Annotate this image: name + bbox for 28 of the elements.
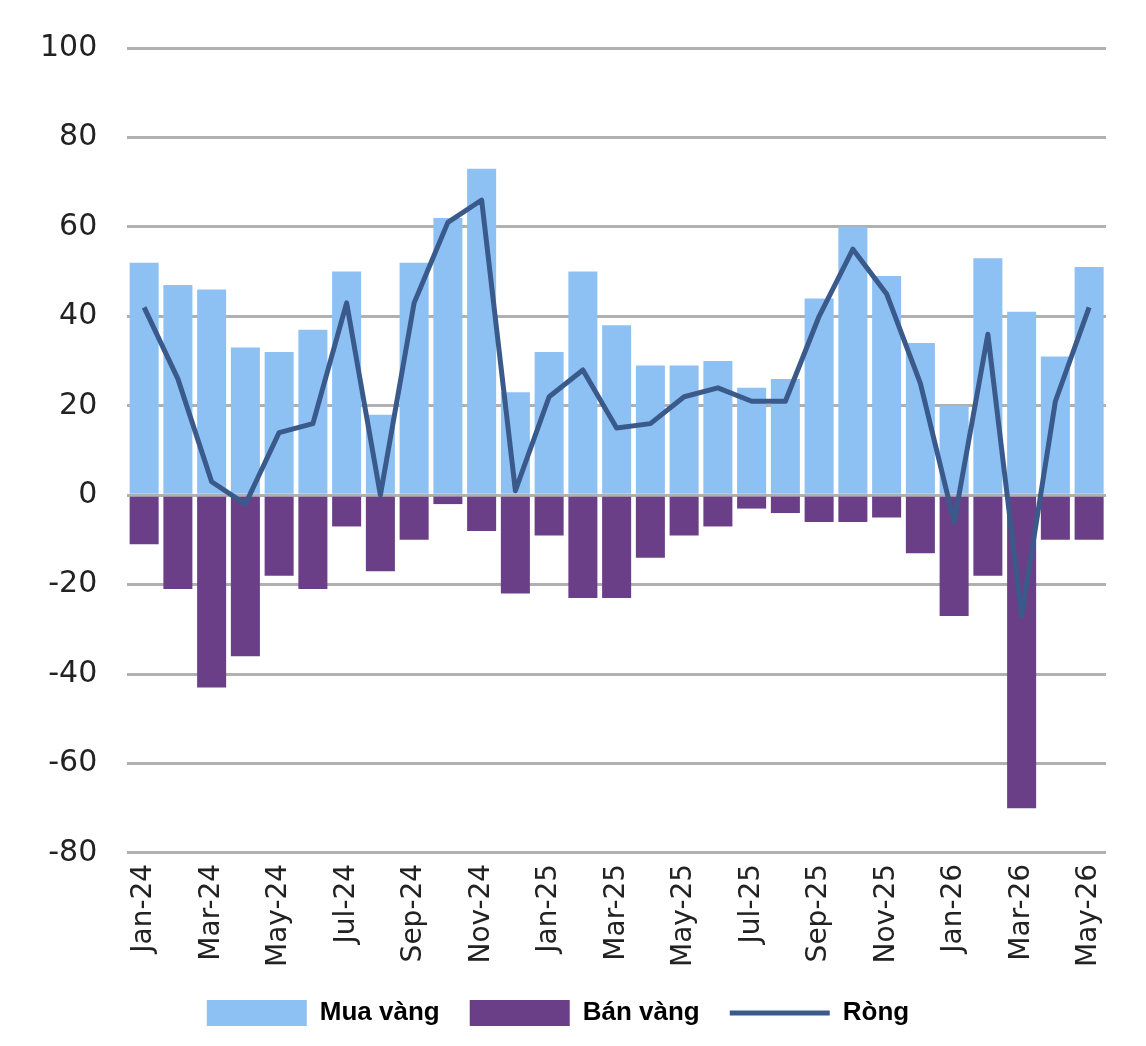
x-tick-label: Sep-25 [800, 863, 834, 963]
y-tick-label: -60 [48, 743, 98, 779]
x-tick-label: Jan-26 [935, 863, 969, 955]
x-tick-label: Nov-24 [462, 863, 496, 964]
y-tick-label: 0 [78, 474, 98, 510]
x-tick-label: May-25 [665, 863, 699, 968]
x-tick-label: Mar-24 [192, 863, 226, 961]
x-tick-label: Jul-24 [327, 863, 361, 946]
y-tick-label: -40 [48, 653, 98, 689]
y-tick-label: 20 [59, 385, 98, 421]
x-tick-label: Mar-26 [1002, 863, 1036, 961]
y-tick-label: 80 [59, 117, 98, 153]
x-tick-label: Sep-24 [395, 863, 429, 963]
x-tick-label: Jul-25 [732, 863, 766, 946]
legend-label: Ròng [842, 996, 910, 1027]
legend-label: Mua vàng [319, 996, 440, 1027]
legend-label: Bán vàng [582, 996, 700, 1027]
x-tick-label: Mar-25 [597, 863, 631, 961]
y-tick-label: 40 [59, 296, 98, 332]
y-tick-label: 60 [59, 206, 98, 242]
y-tick-label: -80 [48, 832, 98, 868]
x-tick-label: Jan-24 [125, 863, 159, 955]
x-tick-label: Nov-25 [867, 863, 901, 964]
y-tick-label: -20 [48, 564, 98, 600]
x-tick-label: May-24 [260, 863, 294, 968]
y-tick-label: 100 [40, 27, 98, 63]
x-tick-label: Jan-25 [530, 863, 564, 955]
x-tick-label: May-26 [1070, 863, 1104, 968]
